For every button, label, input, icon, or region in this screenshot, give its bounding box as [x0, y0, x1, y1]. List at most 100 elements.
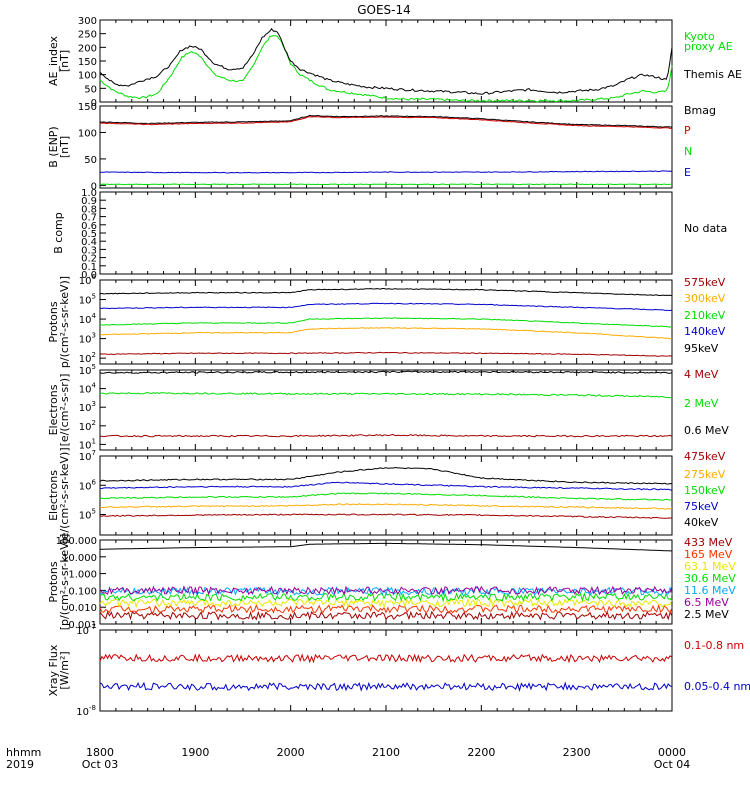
panel-status: No data	[684, 222, 727, 235]
series-line	[99, 183, 673, 186]
legend-label: Bmag	[684, 104, 716, 117]
series-line	[99, 35, 673, 103]
y-tick-label: 150	[78, 102, 97, 113]
y-tick-exp: 1	[92, 437, 96, 445]
legend-label: 30.6 MeV	[684, 572, 736, 585]
series-line	[99, 302, 673, 312]
y-tick-base: 10	[79, 276, 92, 287]
series-line	[99, 653, 673, 664]
y-tick-base: 10	[79, 385, 92, 396]
y-axis-label-line: B (ENP)	[47, 126, 60, 167]
time-tick-label: 1800	[86, 746, 114, 759]
legend-label: 0.05-0.4 nm	[684, 680, 750, 693]
y-tick-label: 0	[91, 181, 97, 192]
y-tick-label: 0.010	[68, 603, 97, 614]
panel-frame	[99, 105, 673, 189]
y-axis-label-line: Electrons	[47, 384, 60, 435]
panel-1: 0 50 100 150 200 250 300 AE_index[nT] Kyotoproxy…	[47, 16, 742, 109]
y-tick-base: 10	[76, 626, 89, 637]
y-tick-base: 10	[79, 481, 92, 492]
series-line	[99, 597, 673, 609]
y-tick-exp: 3	[92, 400, 96, 408]
y-tick-label: 50	[84, 84, 97, 95]
y-tick-label: 103	[79, 400, 96, 414]
y-tick-exp: 4	[92, 382, 97, 390]
y-tick-exp: -7	[89, 623, 96, 631]
series-line	[99, 392, 673, 399]
series-line	[99, 116, 673, 129]
legend-label: 11.6 MeV	[684, 584, 736, 597]
panel-frame	[99, 629, 673, 712]
y-tick-label: 200	[78, 43, 97, 54]
y-tick-label: 0.4	[81, 237, 97, 248]
y-tick-label: 0.100	[68, 586, 97, 597]
y-tick-label: 250	[78, 30, 97, 41]
legend-label: 63.1 MeV	[684, 560, 736, 573]
y-tick-base: 10	[79, 315, 92, 326]
y-tick-base: 10	[79, 335, 92, 346]
y-axis-label: B comp	[52, 212, 65, 254]
time-tick-date: Oct 04	[654, 758, 691, 771]
legend-label: 2.5 MeV	[684, 608, 729, 621]
y-tick-label: 10-7	[76, 623, 96, 637]
y-tick-base: 10	[79, 354, 92, 365]
y-axis-label: Electrons[e/(cm²-s-sr)]	[47, 374, 71, 447]
series-line	[99, 585, 673, 596]
legend-label: 140keV	[684, 325, 726, 338]
y-axis-label-line: [nT]	[58, 136, 71, 158]
y-tick-label: 300	[78, 16, 97, 27]
y-tick-label: 150	[78, 57, 97, 68]
y-axis-label-line: [e/(cm²-s-sr-keV)]	[58, 447, 71, 543]
series-line	[99, 27, 673, 95]
legend-label: 475keV	[684, 450, 726, 463]
y-tick-exp: 7	[92, 449, 96, 457]
legend-label: Kyoto	[684, 30, 715, 43]
y-tick-label: 0.5	[81, 229, 97, 240]
y-tick-exp: 6	[92, 273, 97, 281]
series-line	[99, 170, 673, 174]
y-axis-label: AE_index[nT]	[47, 35, 71, 86]
y-axis-label-line: [p/(cm²-s-sr-keV)]	[58, 534, 71, 631]
y-tick-label: 100	[78, 71, 97, 82]
y-axis-label: Xray Flux[W/m²]	[47, 644, 71, 696]
y-tick-base: 10	[79, 296, 92, 307]
y-tick-label: 107	[79, 449, 96, 463]
y-axis-label-line: [W/m²]	[58, 651, 71, 689]
y-tick-label: 102	[79, 351, 96, 365]
legend-label: E	[684, 166, 691, 179]
y-tick-label: 0	[91, 98, 97, 109]
y-tick-label: 100	[78, 128, 97, 139]
y-tick-label: 0.8	[81, 204, 97, 215]
series-line	[99, 351, 673, 357]
figure-title: GOES-14	[357, 3, 411, 17]
series-line	[99, 434, 673, 438]
time-tick-label: 2100	[372, 746, 400, 759]
y-tick-label: 0.1	[81, 262, 97, 273]
y-tick-label: 100.000	[56, 536, 97, 547]
series-line	[99, 317, 673, 328]
y-tick-base: 10	[76, 707, 89, 718]
y-tick-exp: 3	[92, 332, 96, 340]
y-axis-label-line: AE_index	[47, 35, 60, 86]
legend-label: 4 MeV	[684, 368, 719, 381]
y-tick-label: 1.0	[81, 188, 97, 199]
y-tick-exp: 2	[92, 419, 96, 427]
y-tick-label: 106	[79, 273, 97, 287]
legend-label: 150keV	[684, 484, 726, 497]
time-tick-label: 2300	[563, 746, 591, 759]
series-line	[99, 503, 673, 510]
legend-label: P	[684, 124, 691, 137]
series-line	[99, 466, 673, 485]
y-tick-label: 0.9	[81, 196, 97, 207]
legend-label: 95keV	[684, 342, 719, 355]
y-tick-label: 0.0	[81, 270, 97, 281]
legend-label: 75keV	[684, 500, 719, 513]
series-line	[99, 603, 673, 614]
y-tick-label: 104	[79, 382, 97, 396]
legend-label: 40keV	[684, 516, 719, 529]
